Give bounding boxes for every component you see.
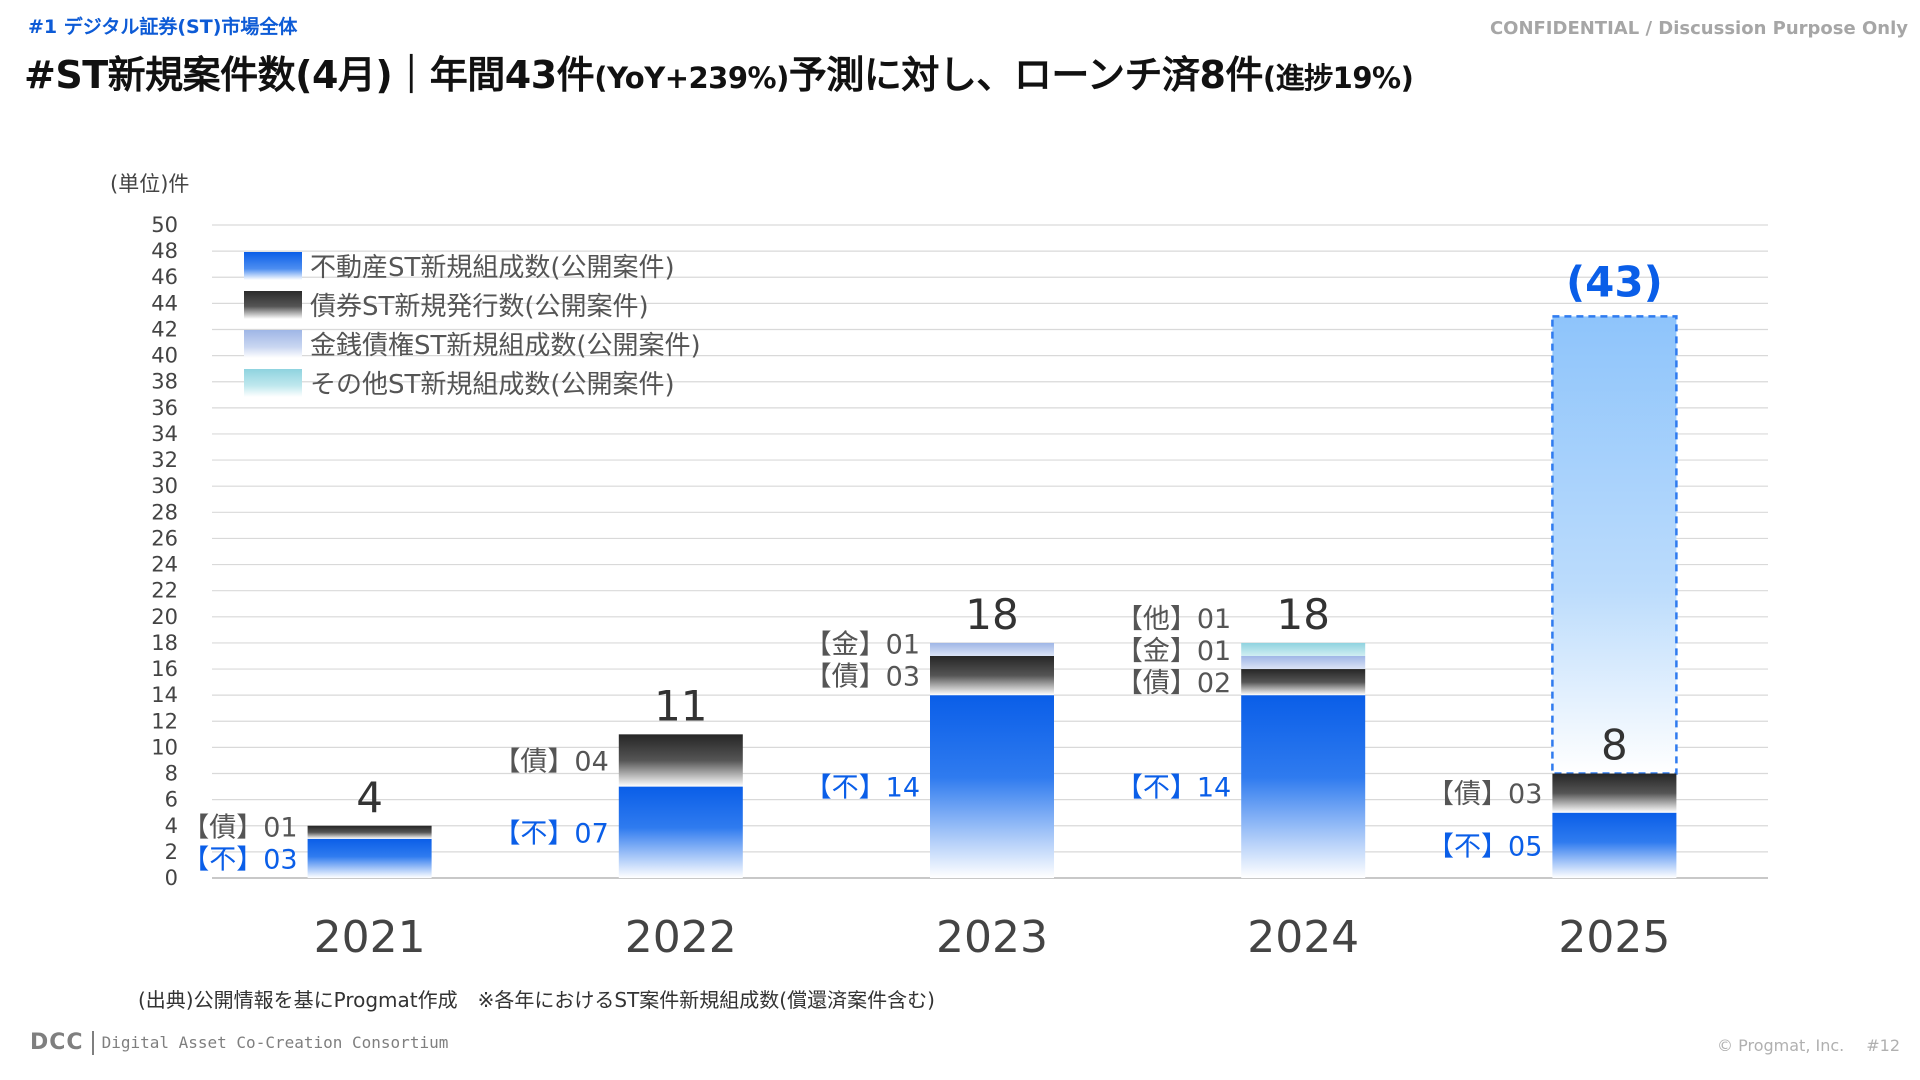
y-tick-label: 14 (151, 683, 178, 707)
y-tick-label: 28 (151, 500, 178, 524)
segment-label-re-2024: 【不】14 (1116, 773, 1231, 804)
y-tick-label: 20 (151, 605, 178, 629)
source-note: (出典)公開情報を基にProgmat作成 ※各年におけるST案件新規組成数(償還… (138, 988, 935, 1012)
y-tick-label: 4 (165, 814, 178, 838)
y-tick-label: 40 (151, 344, 178, 368)
y-tick-label: 46 (151, 265, 178, 289)
footer-copyright: © Progmat, Inc. #12 (1695, 1036, 1900, 1055)
segment-label-bond-2023: 【債】03 (805, 662, 920, 693)
bar-segment-bond-2021 (307, 825, 432, 839)
page-number: #12 (1866, 1036, 1900, 1055)
bar-segment-money-2024 (1241, 655, 1366, 670)
x-tick-label-2024: 2024 (1247, 912, 1359, 963)
y-tick-label: 38 (151, 370, 178, 394)
bar-segment-money-2023 (930, 642, 1054, 656)
y-tick-label: 2 (165, 840, 178, 864)
forecast-total-label: (43) (1566, 257, 1663, 306)
bar-segment-bond-2025 (1552, 773, 1677, 813)
legend-item-re: 不動産ST新規組成数(公開案件) (244, 246, 701, 285)
bar-segment-re-2025 (1552, 812, 1677, 878)
bars-layer (307, 642, 1677, 878)
forecast-layer (1551, 315, 1678, 775)
segment-label-re-2022: 【不】07 (493, 818, 608, 849)
y-tick-label: 44 (151, 291, 178, 315)
y-tick-label: 32 (151, 448, 178, 472)
y-tick-label: 36 (151, 396, 178, 420)
legend-swatch-money (244, 329, 302, 358)
segment-label-money-2024: 【金】01 (1116, 636, 1231, 667)
y-tick-label: 18 (151, 631, 178, 655)
y-tick-label: 10 (151, 735, 178, 759)
bar-segment-re-2022 (618, 786, 743, 878)
title-part-yoy: (YoY+239%) (594, 61, 789, 95)
x-tick-label-2025: 2025 (1558, 912, 1670, 963)
total-label-2021: 4 (356, 773, 383, 822)
x-tick-label-2021: 2021 (314, 912, 426, 963)
segment-label-re-2025: 【不】05 (1427, 831, 1542, 862)
forecast-bar (1551, 315, 1678, 775)
segment-label-money-2023: 【金】01 (805, 630, 920, 661)
x-tick-label-2022: 2022 (625, 912, 737, 963)
segment-label-re-2021: 【不】03 (182, 844, 297, 875)
bar-segment-other-2024 (1241, 642, 1366, 656)
title-part-progress: (進捗19%) (1262, 61, 1414, 95)
y-tick-label: 24 (151, 553, 178, 577)
y-tick-label: 8 (165, 762, 178, 786)
y-tick-label: 26 (151, 526, 178, 550)
legend-label-bond: 債券ST新規発行数(公開案件) (310, 292, 649, 322)
legend-swatch-re (244, 251, 302, 280)
y-tick-label: 16 (151, 657, 178, 681)
x-axis-ticks: 2021 2022 2023 2024 2025 (314, 912, 1671, 963)
segment-label-other-2024: 【他】01 (1116, 604, 1231, 635)
y-tick-label: 48 (151, 239, 178, 263)
segment-label-re-2023: 【不】14 (805, 773, 920, 804)
page-title: #ST新規案件数(4月)｜年間43件(YoY+239%)予測に対し、ローンチ済8… (24, 44, 1414, 99)
y-tick-label: 34 (151, 422, 178, 446)
legend-swatch-other (244, 368, 302, 397)
total-label-2023: 18 (965, 590, 1018, 639)
segment-label-bond-2024: 【債】02 (1116, 668, 1231, 699)
chart-unit-label: (単位)件 (110, 172, 190, 196)
y-tick-label: 42 (151, 317, 178, 341)
dcc-logo-short: DCC (30, 1030, 84, 1055)
dcc-logo-full: Digital Asset Co-Creation Consortium (101, 1033, 449, 1052)
total-label-2025: 8 (1601, 721, 1628, 770)
y-tick-label: 50 (151, 213, 178, 237)
chart-legend: 不動産ST新規組成数(公開案件) 債券ST新規発行数(公開案件) 金銭債権ST新規組… (244, 246, 701, 402)
labels-layer: (43)【不】03【債】014【不】07【債】0411【不】14【債】03【金】… (182, 257, 1663, 875)
segment-label-bond-2025: 【債】03 (1427, 779, 1542, 810)
copyright-text: © Progmat, Inc. (1717, 1036, 1845, 1055)
legend-item-bond: 債券ST新規発行数(公開案件) (244, 285, 701, 324)
y-tick-label: 22 (151, 579, 178, 603)
section-tag: #1 デジタル証券(ST)市場全体 (28, 16, 298, 38)
bar-segment-bond-2023 (930, 655, 1054, 696)
title-part-launch: 予測に対し、ローンチ済8件 (788, 53, 1264, 97)
legend-label-other: その他ST新規組成数(公開案件) (310, 370, 675, 400)
bar-segment-re-2024 (1241, 695, 1366, 878)
segment-label-bond-2022: 【債】04 (493, 746, 608, 777)
segment-label-bond-2021: 【債】01 (182, 812, 297, 843)
title-part-main: #ST新規案件数(4月)｜年間43件 (24, 53, 595, 97)
dcc-logo: DCC Digital Asset Co-Creation Consortium (30, 1030, 448, 1055)
legend-label-re: 不動産ST新規組成数(公開案件) (310, 253, 675, 283)
x-tick-label-2023: 2023 (936, 912, 1048, 963)
bar-segment-re-2023 (930, 695, 1054, 878)
confidential-label: CONFIDENTIAL / Discussion Purpose Only (1489, 18, 1908, 39)
legend-swatch-bond (244, 290, 302, 319)
logo-divider (91, 1030, 94, 1055)
bar-segment-re-2021 (307, 838, 432, 878)
bar-segment-bond-2022 (618, 734, 743, 787)
legend-label-money: 金銭債権ST新規組成数(公開案件) (310, 331, 701, 361)
total-label-2024: 18 (1276, 590, 1329, 639)
y-tick-label: 0 (165, 866, 178, 890)
y-tick-label: 6 (165, 788, 178, 812)
y-tick-label: 30 (151, 474, 178, 498)
bar-segment-bond-2024 (1241, 669, 1366, 696)
total-label-2022: 11 (654, 681, 707, 730)
legend-item-money: 金銭債権ST新規組成数(公開案件) (244, 324, 701, 363)
legend-item-other: その他ST新規組成数(公開案件) (244, 363, 701, 402)
y-axis-ticks: 0246810121416182022242628303234363840424… (151, 213, 178, 890)
y-tick-label: 12 (151, 709, 178, 733)
